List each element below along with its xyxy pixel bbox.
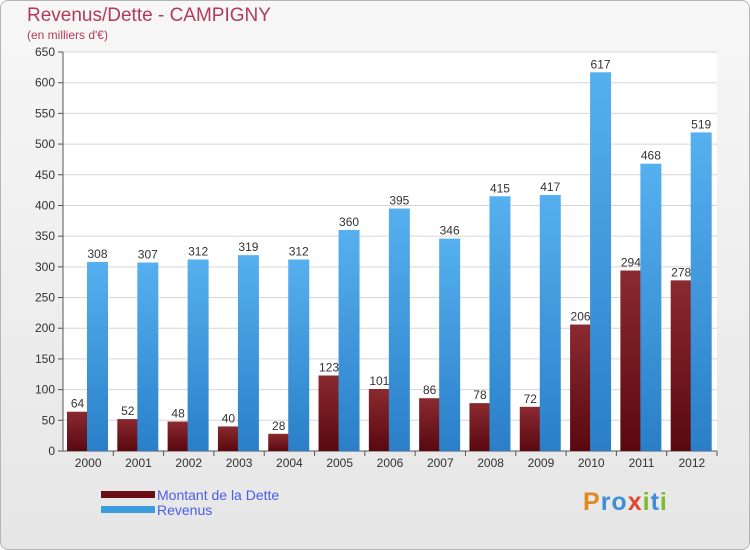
data-label-revenus-2009: 417: [540, 180, 560, 194]
data-label-revenus-2002: 312: [188, 244, 208, 258]
bar-revenus-2002: [187, 259, 209, 451]
x-tick-label-2012: 2012: [678, 456, 705, 470]
bar-revenus-2011: [640, 163, 662, 451]
data-label-revenus-2010: 617: [591, 57, 611, 71]
bar-revenus-2008: [489, 196, 511, 451]
x-tick-label-2005: 2005: [326, 456, 353, 470]
y-tick-label-150: 150: [35, 352, 55, 366]
legend-swatch-dette: [101, 491, 155, 498]
bar-dette-2002: [167, 421, 189, 451]
chart-title: Revenus/Dette - CAMPIGNY: [27, 5, 271, 26]
legend: Montant de la Dette Revenus: [101, 486, 280, 518]
legend-item-revenus: Revenus: [101, 501, 279, 518]
data-label-dette-2000: 64: [71, 397, 85, 411]
logo-letter: x: [627, 488, 643, 516]
data-label-revenus-2001: 307: [138, 248, 158, 262]
y-tick-label-0: 0: [48, 444, 55, 458]
bar-dette-2009: [519, 406, 541, 451]
bar-revenus-2012: [690, 132, 712, 451]
data-label-dette-2007: 86: [423, 383, 437, 397]
data-label-dette-2001: 52: [121, 404, 135, 418]
bar-dette-2004: [268, 433, 290, 451]
y-tick-label-100: 100: [35, 383, 55, 397]
data-label-dette-2009: 72: [524, 392, 538, 406]
x-tick-label-2009: 2009: [528, 456, 555, 470]
bar-dette-2005: [318, 375, 340, 451]
bar-revenus-2009: [539, 195, 561, 451]
data-label-revenus-2004: 312: [289, 244, 309, 258]
data-label-dette-2006: 101: [369, 374, 389, 388]
y-tick-label-300: 300: [35, 260, 55, 274]
y-tick-label-50: 50: [42, 413, 56, 427]
legend-label-dette: Montant de la Dette: [157, 486, 280, 503]
x-tick-label-2011: 2011: [629, 456, 655, 470]
data-label-revenus-2003: 319: [238, 240, 258, 254]
bar-revenus-2004: [288, 259, 310, 451]
logo-letter: o: [611, 488, 628, 516]
bar-revenus-2010: [590, 72, 612, 451]
x-tick-label-2002: 2002: [175, 456, 202, 470]
bar-revenus-2003: [237, 255, 259, 451]
x-tick-label-2008: 2008: [477, 456, 504, 470]
bar-dette-2007: [419, 398, 441, 451]
data-label-dette-2011: 294: [621, 256, 641, 270]
bar-dette-2010: [570, 324, 592, 451]
bar-dette-2006: [368, 389, 390, 451]
data-label-dette-2008: 78: [473, 388, 487, 402]
legend-item-dette: Montant de la Dette: [101, 486, 280, 503]
data-label-dette-2004: 28: [272, 419, 286, 433]
bar-dette-2000: [67, 411, 88, 451]
y-tick-label-500: 500: [35, 137, 55, 151]
y-tick-label-550: 550: [35, 106, 55, 120]
bar-revenus-2006: [388, 208, 410, 451]
data-label-dette-2010: 206: [571, 310, 591, 324]
x-tick-label-2001: 2001: [125, 456, 152, 470]
data-label-dette-2003: 40: [222, 411, 236, 425]
data-label-revenus-2011: 468: [641, 149, 661, 163]
logo-letter: r: [600, 488, 612, 516]
data-label-dette-2005: 123: [319, 360, 339, 374]
x-tick-label-2000: 2000: [75, 456, 102, 470]
bar-revenus-2007: [439, 238, 461, 451]
x-tick-label-2004: 2004: [276, 456, 303, 470]
y-tick-label-200: 200: [35, 321, 55, 335]
y-tick-label-400: 400: [35, 198, 55, 212]
logo-letter: i: [659, 488, 668, 516]
y-tick-label-650: 650: [35, 45, 55, 59]
data-label-dette-2002: 48: [171, 407, 185, 421]
data-label-revenus-2005: 360: [339, 215, 359, 229]
data-label-revenus-2008: 415: [490, 181, 510, 195]
logo-letter: P: [583, 488, 601, 516]
legend-label-revenus: Revenus: [157, 501, 213, 518]
x-tick-label-2003: 2003: [226, 456, 253, 470]
logo-letter: i: [642, 488, 651, 516]
y-tick-label-600: 600: [35, 76, 55, 90]
bar-revenus-2005: [338, 230, 360, 451]
logo-letter: t: [650, 488, 660, 516]
data-label-revenus-2000: 308: [87, 247, 107, 261]
bar-dette-2003: [217, 426, 239, 451]
x-tick-label-2010: 2010: [578, 456, 605, 470]
x-tick-label-2007: 2007: [427, 456, 454, 470]
data-label-dette-2012: 278: [671, 265, 691, 279]
bar-dette-2011: [620, 270, 642, 451]
data-label-revenus-2012: 519: [691, 117, 711, 131]
data-label-revenus-2007: 346: [440, 224, 460, 238]
data-label-revenus-2006: 395: [389, 194, 409, 208]
bar-revenus-2000: [87, 261, 108, 451]
bar-dette-2008: [469, 403, 491, 451]
y-tick-label-250: 250: [35, 291, 55, 305]
x-tick-label-2006: 2006: [377, 456, 404, 470]
bar-dette-2001: [117, 419, 139, 451]
bar-revenus-2001: [137, 262, 159, 451]
legend-swatch-revenus: [101, 506, 155, 513]
y-tick-label-350: 350: [35, 229, 55, 243]
chart-subtitle: (en milliers d'€): [27, 28, 108, 42]
bar-dette-2012: [670, 280, 692, 451]
proxiti-logo: Proxiti: [583, 488, 668, 517]
y-tick-label-450: 450: [35, 168, 55, 182]
